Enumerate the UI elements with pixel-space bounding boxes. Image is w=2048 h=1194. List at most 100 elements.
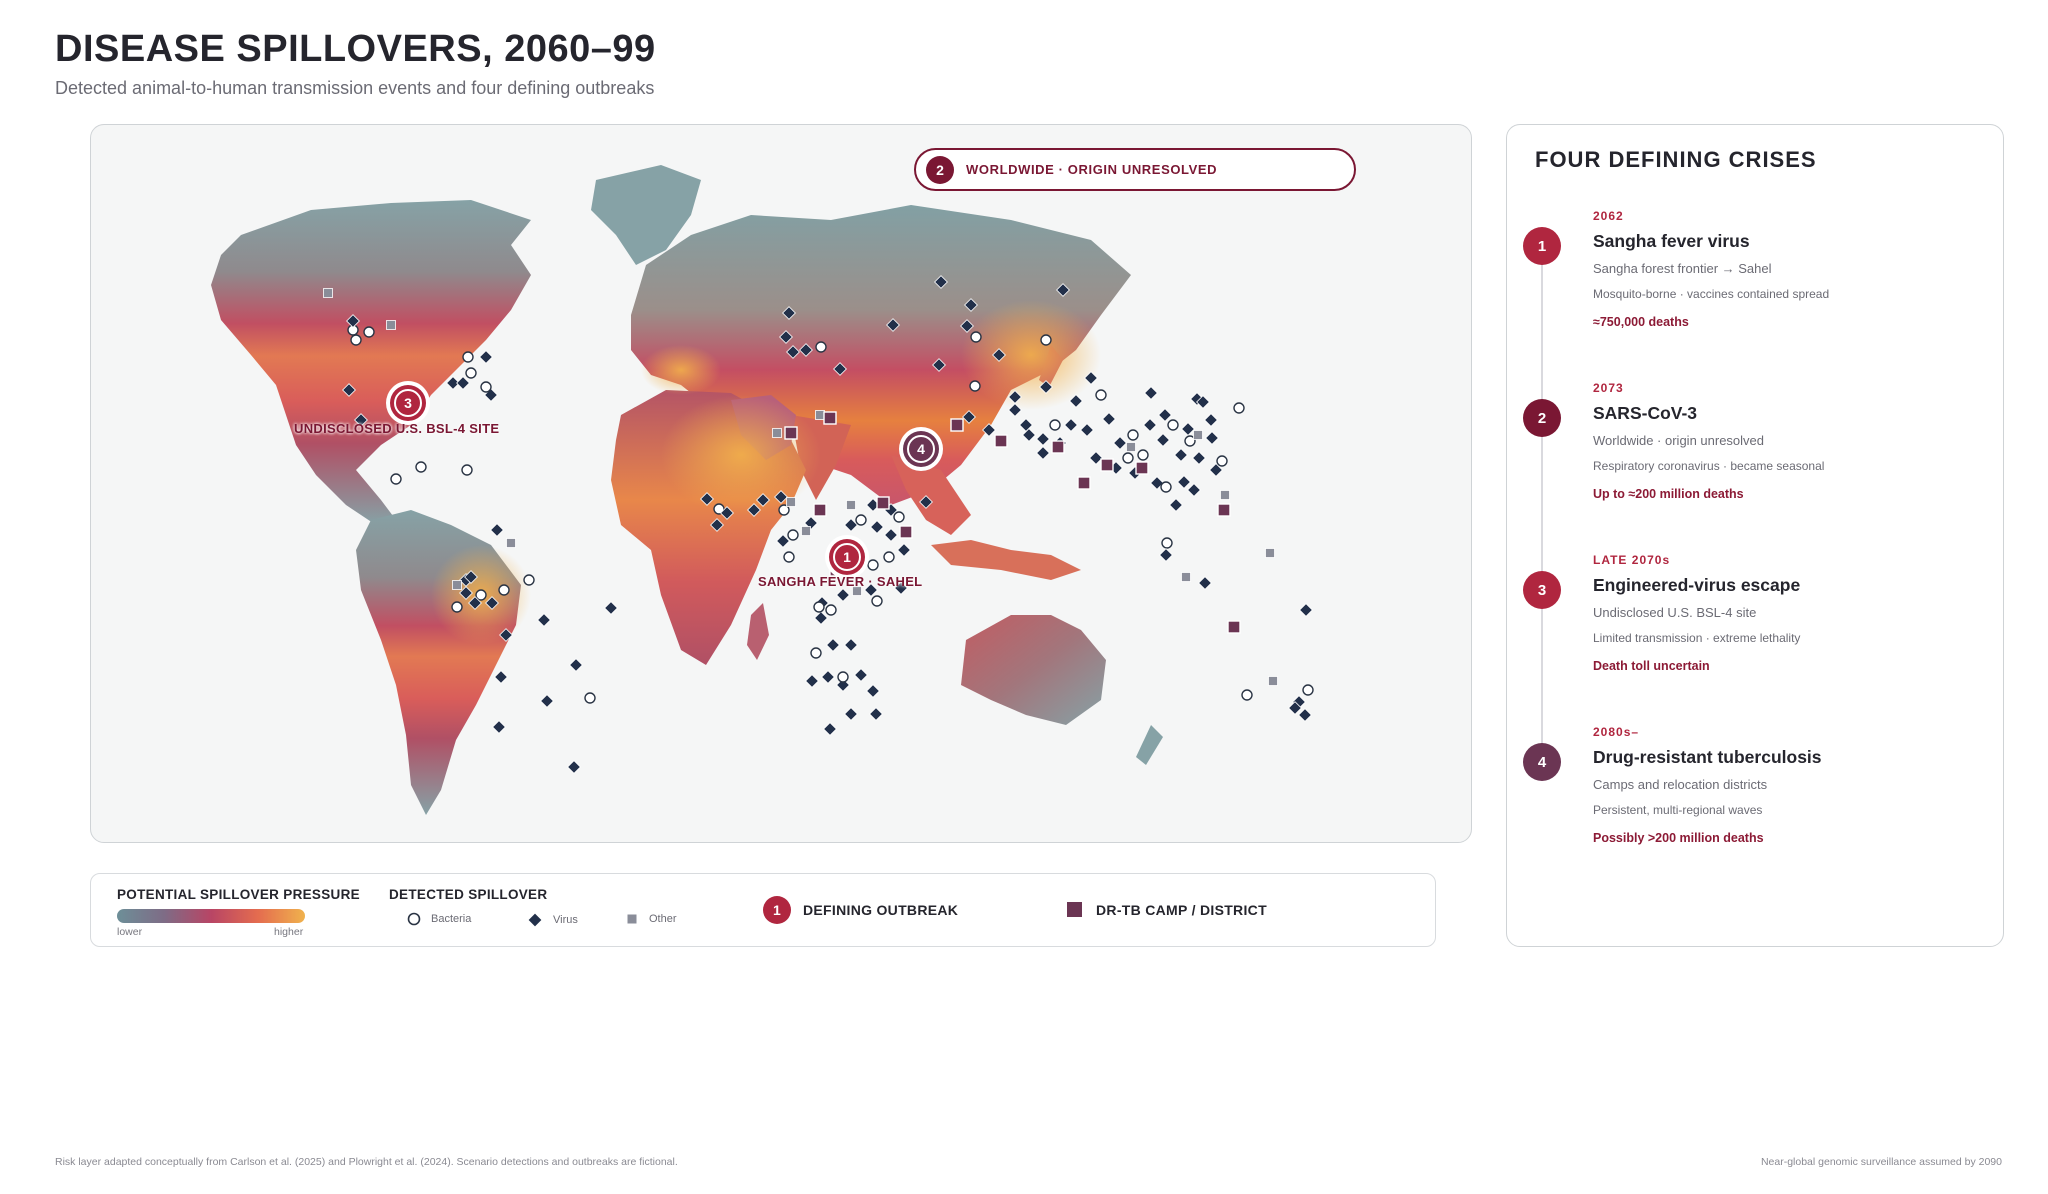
virus-detection-marker[interactable] (1113, 436, 1127, 450)
virus-detection-marker[interactable] (919, 495, 933, 509)
virus-detection-marker[interactable] (844, 707, 858, 721)
virus-detection-marker[interactable] (982, 423, 996, 437)
bacteria-detection-marker[interactable] (523, 574, 535, 586)
bacteria-detection-marker[interactable] (1302, 684, 1314, 696)
bacteria-detection-marker[interactable] (883, 551, 895, 563)
bacteria-detection-marker[interactable] (778, 504, 790, 516)
bacteria-detection-marker[interactable] (462, 351, 474, 363)
bacteria-detection-marker[interactable] (480, 381, 492, 393)
bacteria-detection-marker[interactable] (1216, 455, 1228, 467)
virus-detection-marker[interactable] (540, 694, 554, 708)
bacteria-detection-marker[interactable] (783, 551, 795, 563)
other-detection-marker[interactable] (815, 410, 825, 420)
bacteria-detection-marker[interactable] (1095, 389, 1107, 401)
world-map[interactable]: 3 1 4 UNDISCLOSED U.S. BSL-4 SITE SANGHA… (90, 124, 1472, 843)
virus-detection-marker[interactable] (567, 760, 581, 774)
virus-detection-marker[interactable] (1144, 386, 1158, 400)
bacteria-detection-marker[interactable] (837, 671, 849, 683)
other-detection-marker[interactable] (1126, 442, 1136, 452)
drtb-camp-marker[interactable] (994, 434, 1008, 448)
virus-detection-marker[interactable] (710, 518, 724, 532)
bacteria-detection-marker[interactable] (1167, 419, 1179, 431)
virus-detection-marker[interactable] (468, 596, 482, 610)
bacteria-detection-marker[interactable] (871, 595, 883, 607)
other-detection-marker[interactable] (772, 428, 782, 438)
virus-detection-marker[interactable] (870, 520, 884, 534)
other-detection-marker[interactable] (1220, 490, 1230, 500)
bacteria-detection-marker[interactable] (810, 647, 822, 659)
other-detection-marker[interactable] (846, 500, 856, 510)
other-detection-marker[interactable] (852, 586, 862, 596)
bacteria-detection-marker[interactable] (893, 511, 905, 523)
virus-detection-marker[interactable] (492, 720, 506, 734)
bacteria-detection-marker[interactable] (1233, 402, 1245, 414)
drtb-camp-marker[interactable] (899, 525, 913, 539)
virus-detection-marker[interactable] (1008, 403, 1022, 417)
virus-detection-marker[interactable] (1056, 283, 1070, 297)
bacteria-detection-marker[interactable] (1160, 481, 1172, 493)
drtb-camp-marker[interactable] (813, 503, 827, 517)
bacteria-detection-marker[interactable] (475, 589, 487, 601)
virus-detection-marker[interactable] (805, 674, 819, 688)
bacteria-detection-marker[interactable] (465, 367, 477, 379)
bacteria-detection-marker[interactable] (1241, 689, 1253, 701)
bacteria-detection-marker[interactable] (970, 331, 982, 343)
virus-detection-marker[interactable] (836, 678, 850, 692)
virus-detection-marker[interactable] (779, 330, 793, 344)
virus-detection-marker[interactable] (354, 413, 368, 427)
virus-detection-marker[interactable] (1288, 701, 1302, 715)
virus-detection-marker[interactable] (459, 586, 473, 600)
drtb-camp-marker[interactable] (823, 411, 837, 425)
virus-detection-marker[interactable] (1198, 576, 1212, 590)
bacteria-detection-marker[interactable] (1137, 449, 1149, 461)
virus-detection-marker[interactable] (479, 350, 493, 364)
virus-detection-marker[interactable] (700, 492, 714, 506)
other-detection-marker[interactable] (786, 497, 796, 507)
virus-detection-marker[interactable] (756, 493, 770, 507)
virus-detection-marker[interactable] (934, 275, 948, 289)
virus-detection-marker[interactable] (1204, 413, 1218, 427)
virus-detection-marker[interactable] (1174, 448, 1188, 462)
virus-detection-marker[interactable] (866, 684, 880, 698)
virus-detection-marker[interactable] (826, 638, 840, 652)
drtb-camp-marker[interactable] (1217, 503, 1231, 517)
bacteria-detection-marker[interactable] (451, 601, 463, 613)
drtb-camp-marker[interactable] (1135, 461, 1149, 475)
virus-detection-marker[interactable] (962, 410, 976, 424)
virus-detection-marker[interactable] (1298, 708, 1312, 722)
virus-detection-marker[interactable] (1019, 418, 1033, 432)
virus-detection-marker[interactable] (1084, 371, 1098, 385)
bacteria-detection-marker[interactable] (415, 461, 427, 473)
virus-detection-marker[interactable] (836, 588, 850, 602)
bacteria-detection-marker[interactable] (813, 601, 825, 613)
virus-detection-marker[interactable] (823, 722, 837, 736)
virus-detection-marker[interactable] (1192, 451, 1206, 465)
outbreak-marker-1[interactable]: 1 (825, 535, 869, 579)
bacteria-detection-marker[interactable] (867, 559, 879, 571)
bacteria-detection-marker[interactable] (584, 692, 596, 704)
virus-detection-marker[interactable] (866, 498, 880, 512)
virus-detection-marker[interactable] (1187, 483, 1201, 497)
bacteria-detection-marker[interactable] (363, 326, 375, 338)
bacteria-detection-marker[interactable] (1040, 334, 1052, 346)
virus-detection-marker[interactable] (499, 628, 513, 642)
virus-detection-marker[interactable] (604, 601, 618, 615)
bacteria-detection-marker[interactable] (498, 584, 510, 596)
virus-detection-marker[interactable] (342, 383, 356, 397)
bacteria-detection-marker[interactable] (390, 473, 402, 485)
bacteria-detection-marker[interactable] (969, 380, 981, 392)
virus-detection-marker[interactable] (884, 528, 898, 542)
virus-detection-marker[interactable] (1064, 418, 1078, 432)
virus-detection-marker[interactable] (844, 518, 858, 532)
virus-detection-marker[interactable] (1209, 463, 1223, 477)
virus-detection-marker[interactable] (844, 638, 858, 652)
virus-detection-marker[interactable] (1158, 408, 1172, 422)
other-detection-marker[interactable] (1265, 548, 1275, 558)
bacteria-detection-marker[interactable] (1122, 452, 1134, 464)
virus-detection-marker[interactable] (886, 318, 900, 332)
virus-detection-marker[interactable] (960, 319, 974, 333)
drtb-camp-marker[interactable] (784, 426, 798, 440)
virus-detection-marker[interactable] (1069, 394, 1083, 408)
virus-detection-marker[interactable] (799, 343, 813, 357)
virus-detection-marker[interactable] (1150, 476, 1164, 490)
